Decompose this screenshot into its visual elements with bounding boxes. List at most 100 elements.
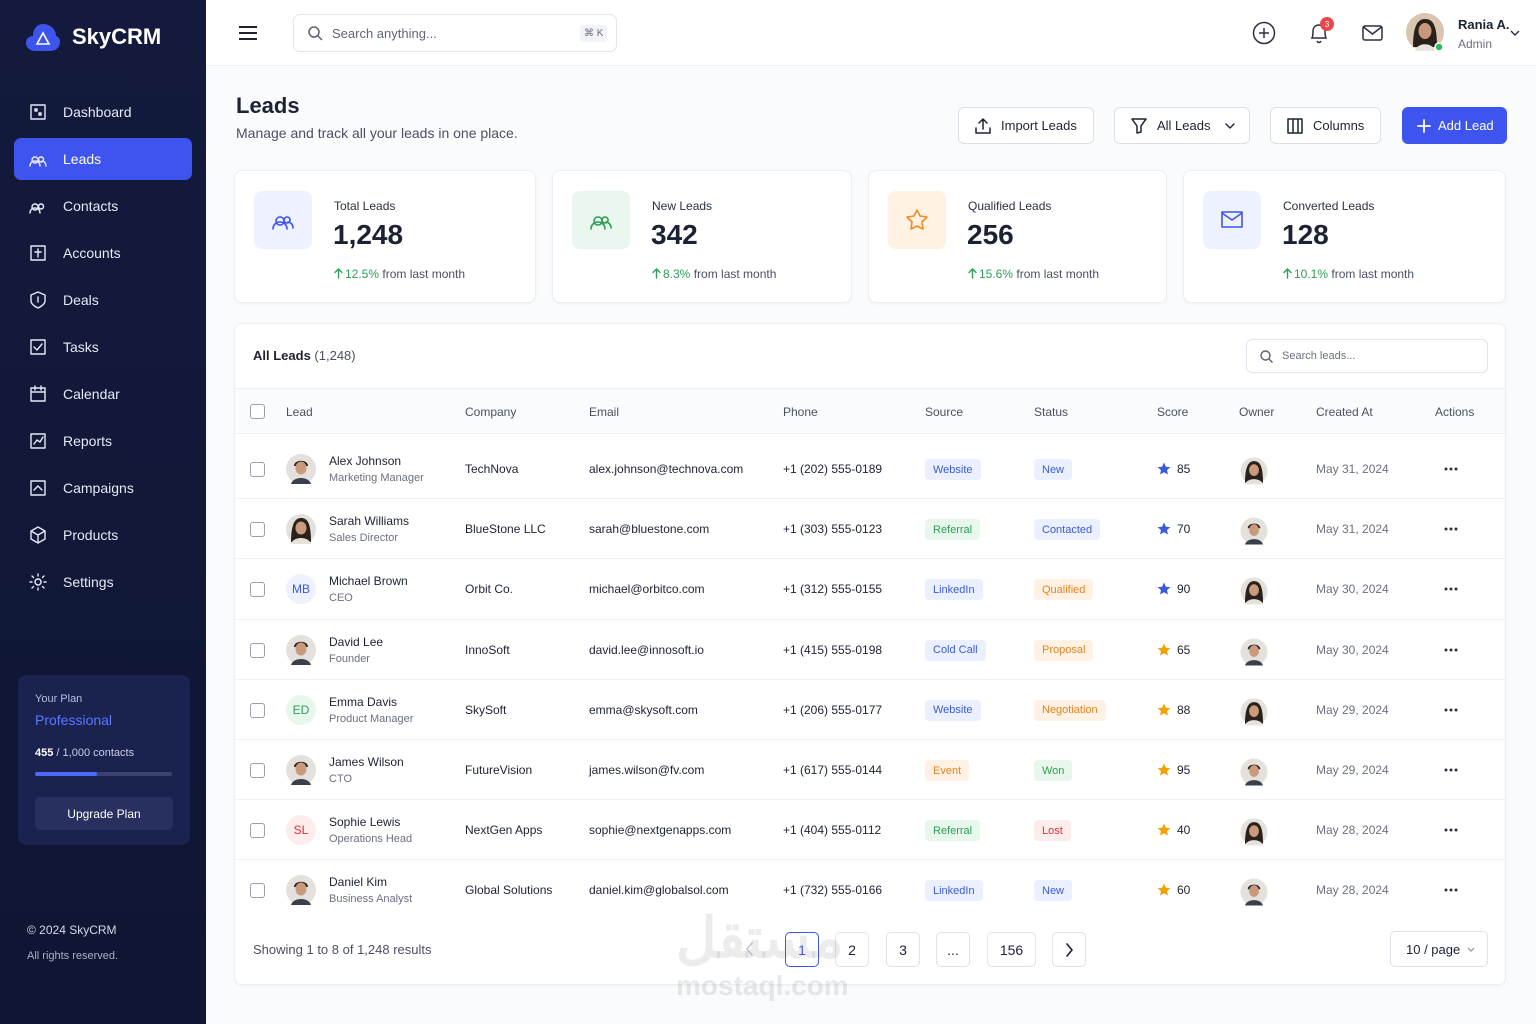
nav-item[interactable]: Products	[14, 514, 192, 556]
owner-photo	[1240, 878, 1268, 906]
page-button[interactable]: 1	[785, 932, 819, 967]
column-header: Email	[589, 405, 620, 419]
photo-body	[1245, 539, 1263, 545]
page-button[interactable]: ...	[936, 932, 970, 967]
lead-company: Global Solutions	[465, 883, 553, 898]
nav-item[interactable]: Dashboard	[14, 91, 192, 133]
dot	[1449, 828, 1453, 832]
stat-card: Total Leads 1,248 12.5% from last month	[234, 170, 536, 303]
user-avatar[interactable]	[1406, 13, 1446, 53]
nav-item[interactable]: Leads	[14, 138, 192, 180]
nav-item[interactable]: Accounts	[14, 232, 192, 274]
bell-icon[interactable]	[1308, 21, 1330, 45]
icon-path	[30, 480, 46, 496]
photo-body	[1245, 840, 1263, 846]
page-button[interactable]: 2	[835, 932, 869, 967]
lead-name: David Lee	[329, 634, 384, 649]
row-checkbox[interactable]	[250, 582, 265, 598]
dot	[1444, 467, 1448, 471]
row-actions[interactable]	[1444, 587, 1460, 591]
nav-item[interactable]: Settings	[14, 561, 192, 603]
photo-body	[1245, 719, 1263, 726]
lead-name: James Wilson	[329, 755, 404, 769]
lead-name: Emma Davis	[329, 694, 398, 709]
header-button[interactable]: All Leads	[1114, 107, 1250, 144]
search-box[interactable]: Search anything... ⌘ K	[293, 14, 617, 52]
column-header: Actions	[1435, 405, 1475, 419]
add-icon[interactable]	[1252, 21, 1276, 45]
add-circle	[1252, 21, 1276, 45]
dot	[1444, 888, 1448, 892]
row-actions[interactable]	[1444, 708, 1460, 712]
lead-phone: +1 (404) 555-0112	[783, 823, 882, 838]
notification-count: 3	[1320, 17, 1334, 31]
lead-phone: +1 (206) 555-0177	[783, 702, 883, 717]
row-actions[interactable]	[1444, 768, 1460, 772]
icon-path	[29, 156, 47, 167]
nav-item[interactable]: Tasks	[14, 326, 192, 368]
stat-note: from last month	[1331, 267, 1415, 281]
icon-path	[746, 942, 753, 956]
stat-change-line: 15.6% from last month	[979, 267, 1099, 281]
icon-path	[30, 526, 46, 544]
row-checkbox[interactable]	[250, 702, 265, 718]
nav-item[interactable]: Calendar	[14, 373, 192, 415]
lead-photo	[286, 514, 316, 545]
row-divider	[235, 739, 1505, 740]
photo-body	[1245, 659, 1263, 666]
stat-change-line: 8.3% from last month	[663, 267, 776, 281]
owner-photo	[1240, 457, 1268, 485]
page-button[interactable]: 156	[987, 932, 1036, 967]
row-actions[interactable]	[1444, 648, 1460, 652]
header-button[interactable]: Add Lead	[1402, 107, 1507, 144]
photo-face	[295, 642, 307, 656]
lead-phone: +1 (617) 555-0144	[783, 763, 883, 777]
row-checkbox[interactable]	[250, 883, 265, 899]
select-all-checkbox[interactable]	[250, 404, 265, 419]
stat-change: 15.6%	[979, 267, 1014, 281]
star-shape	[1157, 582, 1171, 595]
header-button[interactable]: Columns	[1270, 107, 1381, 144]
score-star	[1157, 522, 1171, 535]
avatar-body	[1415, 44, 1435, 51]
table-search[interactable]: Search leads...	[1246, 339, 1488, 373]
nav-item[interactable]: Reports	[14, 420, 192, 462]
nav-item[interactable]: Contacts	[14, 185, 192, 227]
nav-item[interactable]: Campaigns	[14, 467, 192, 509]
lead-company: InnoSoft	[465, 642, 510, 657]
header-button[interactable]: Import Leads	[958, 107, 1094, 144]
prev-page[interactable]	[745, 942, 755, 956]
next-page[interactable]	[1052, 932, 1086, 967]
row-actions[interactable]	[1444, 828, 1460, 832]
user-chevron[interactable]	[1510, 30, 1520, 37]
row-actions[interactable]	[1444, 888, 1460, 892]
row-actions[interactable]	[1444, 467, 1460, 471]
lead-status-badge: New	[1034, 880, 1073, 902]
nav-item[interactable]: Deals	[14, 279, 192, 321]
icon-path	[1283, 268, 1292, 279]
lead-initials: MB	[286, 574, 316, 605]
row-checkbox[interactable]	[250, 642, 265, 658]
dot	[1449, 527, 1453, 531]
lead-company: SkySoft	[465, 702, 507, 717]
icon-path	[30, 291, 46, 309]
lead-email: emma@skysoft.com	[589, 702, 698, 717]
row-checkbox[interactable]	[250, 823, 265, 839]
page-button[interactable]: 3	[886, 932, 920, 967]
rights: All rights reserved.	[27, 950, 119, 962]
column-header: Source	[925, 405, 964, 419]
page-title: Leads	[236, 93, 300, 118]
owner-photo	[1240, 577, 1268, 605]
upgrade-button[interactable]: Upgrade Plan	[35, 797, 173, 830]
plan-limit: 1,000	[62, 747, 91, 759]
row-checkbox[interactable]	[250, 763, 265, 778]
row-checkbox[interactable]	[250, 462, 265, 477]
per-page-select[interactable]: 10 / page	[1390, 931, 1488, 967]
menu-icon[interactable]	[238, 25, 258, 41]
pagination-summary: Showing 1 to 8 of 1,248 results	[253, 942, 432, 957]
row-checkbox[interactable]	[250, 522, 265, 538]
row-actions[interactable]	[1444, 527, 1460, 531]
mail-icon[interactable]	[1362, 24, 1384, 42]
column-header: Created At	[1316, 405, 1373, 419]
lead-title: Operations Head	[329, 833, 413, 846]
